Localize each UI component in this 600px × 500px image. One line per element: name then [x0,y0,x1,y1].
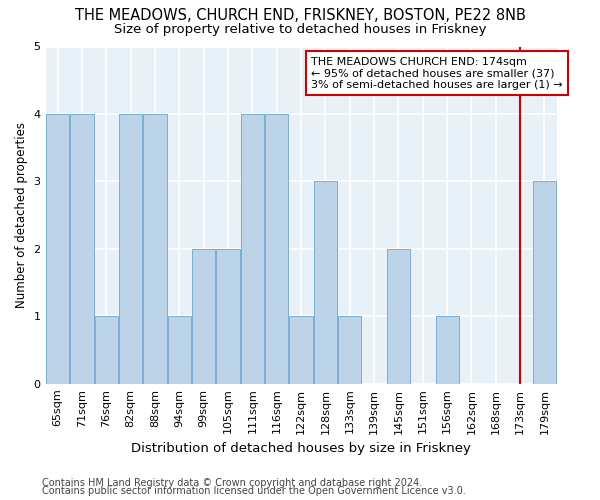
Bar [314,182,337,384]
Bar [168,316,191,384]
Text: THE MEADOWS CHURCH END: 174sqm
← 95% of detached houses are smaller (37)
3% of s: THE MEADOWS CHURCH END: 174sqm ← 95% of … [311,56,563,90]
Text: Contains HM Land Registry data © Crown copyright and database right 2024.: Contains HM Land Registry data © Crown c… [42,478,422,488]
Bar [289,316,313,384]
Bar [46,114,69,384]
Bar [241,114,264,384]
Bar [192,249,215,384]
Y-axis label: Number of detached properties: Number of detached properties [15,122,28,308]
Bar [533,182,556,384]
Text: Size of property relative to detached houses in Friskney: Size of property relative to detached ho… [114,22,486,36]
Bar [217,249,239,384]
Bar [70,114,94,384]
Bar [95,316,118,384]
Text: Contains public sector information licensed under the Open Government Licence v3: Contains public sector information licen… [42,486,466,496]
Bar [143,114,167,384]
Bar [119,114,142,384]
Bar [387,249,410,384]
Bar [436,316,458,384]
X-axis label: Distribution of detached houses by size in Friskney: Distribution of detached houses by size … [131,442,471,455]
Bar [338,316,361,384]
Text: THE MEADOWS, CHURCH END, FRISKNEY, BOSTON, PE22 8NB: THE MEADOWS, CHURCH END, FRISKNEY, BOSTO… [74,8,526,22]
Bar [265,114,288,384]
